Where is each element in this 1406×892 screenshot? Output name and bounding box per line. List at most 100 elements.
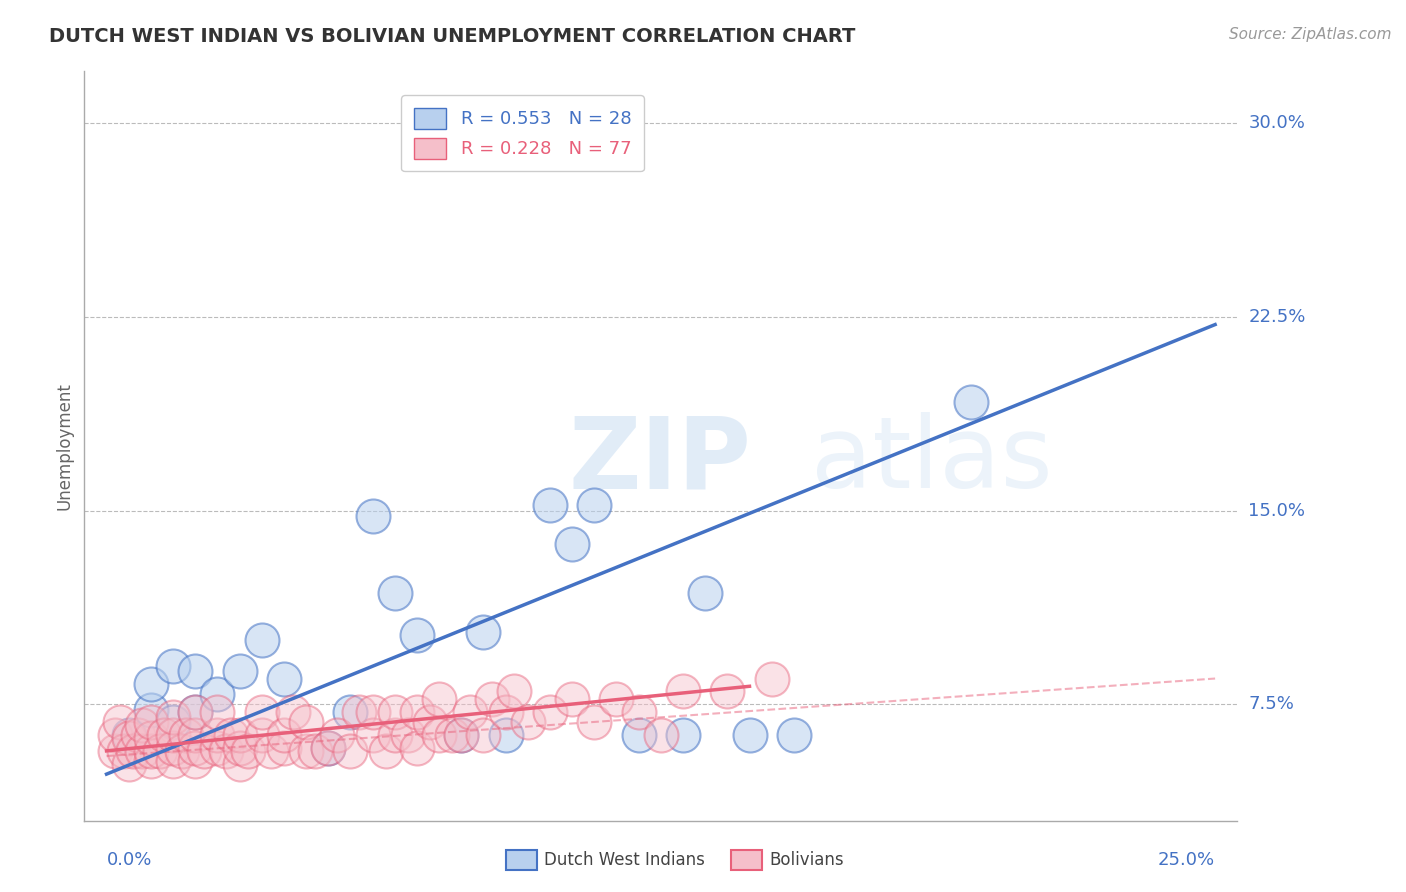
Point bbox=[295, 744, 318, 758]
Text: 0.0%: 0.0% bbox=[107, 851, 152, 869]
Point bbox=[583, 715, 606, 730]
Point bbox=[139, 731, 162, 745]
Point bbox=[162, 658, 184, 673]
Point bbox=[495, 705, 517, 719]
Point bbox=[672, 728, 695, 742]
Point bbox=[406, 627, 429, 641]
Point bbox=[384, 728, 406, 742]
Point bbox=[170, 744, 193, 758]
Text: DUTCH WEST INDIAN VS BOLIVIAN UNEMPLOYMENT CORRELATION CHART: DUTCH WEST INDIAN VS BOLIVIAN UNEMPLOYME… bbox=[49, 27, 856, 45]
Point bbox=[450, 728, 472, 742]
Point bbox=[450, 728, 472, 742]
Point bbox=[295, 715, 318, 730]
Point bbox=[472, 728, 495, 742]
Point bbox=[139, 702, 162, 716]
Text: 25.0%: 25.0% bbox=[1159, 851, 1215, 869]
Point bbox=[384, 586, 406, 600]
Point bbox=[783, 728, 806, 742]
Point bbox=[339, 705, 361, 719]
Point bbox=[458, 705, 481, 719]
Text: ZIP: ZIP bbox=[568, 412, 751, 509]
Point bbox=[259, 744, 281, 758]
Legend: R = 0.553   N = 28, R = 0.228   N = 77: R = 0.553 N = 28, R = 0.228 N = 77 bbox=[401, 95, 644, 171]
Point bbox=[441, 728, 464, 742]
Point bbox=[316, 741, 339, 756]
Point bbox=[162, 710, 184, 724]
Point bbox=[495, 728, 517, 742]
Point bbox=[162, 715, 184, 730]
Point bbox=[207, 705, 229, 719]
Point bbox=[184, 754, 207, 768]
Point bbox=[583, 499, 606, 513]
Point bbox=[281, 705, 304, 719]
Point bbox=[184, 741, 207, 756]
Point bbox=[361, 705, 384, 719]
Point bbox=[184, 705, 207, 719]
Point bbox=[273, 672, 295, 686]
Point bbox=[326, 728, 349, 742]
Point bbox=[176, 728, 198, 742]
Point bbox=[207, 728, 229, 742]
Text: atlas: atlas bbox=[811, 412, 1052, 509]
Point bbox=[118, 731, 141, 745]
Text: Source: ZipAtlas.com: Source: ZipAtlas.com bbox=[1229, 27, 1392, 42]
Point bbox=[118, 728, 141, 742]
Point bbox=[238, 744, 260, 758]
Point bbox=[228, 728, 250, 742]
Point bbox=[193, 744, 215, 758]
Point bbox=[561, 692, 583, 706]
Point bbox=[228, 756, 250, 771]
Point bbox=[406, 705, 429, 719]
Point bbox=[112, 744, 135, 758]
Point bbox=[427, 692, 450, 706]
Point bbox=[427, 728, 450, 742]
Point bbox=[561, 537, 583, 551]
Point bbox=[139, 754, 162, 768]
Point bbox=[605, 692, 627, 706]
Text: Dutch West Indians: Dutch West Indians bbox=[544, 851, 704, 869]
Point bbox=[374, 744, 396, 758]
Point bbox=[104, 728, 127, 742]
Text: Bolivians: Bolivians bbox=[769, 851, 844, 869]
Point bbox=[250, 728, 273, 742]
Point bbox=[361, 728, 384, 742]
Point bbox=[139, 715, 162, 730]
Point bbox=[139, 744, 162, 758]
Point bbox=[960, 395, 983, 409]
Point bbox=[361, 508, 384, 523]
Point bbox=[162, 728, 184, 742]
Point bbox=[273, 728, 295, 742]
Point bbox=[118, 756, 141, 771]
Point bbox=[316, 741, 339, 756]
Text: 15.0%: 15.0% bbox=[1249, 501, 1305, 520]
Point bbox=[481, 692, 503, 706]
Point bbox=[695, 586, 717, 600]
Point bbox=[503, 684, 526, 698]
Y-axis label: Unemployment: Unemployment bbox=[55, 382, 73, 510]
Point bbox=[339, 744, 361, 758]
Point bbox=[139, 676, 162, 690]
Point bbox=[650, 728, 672, 742]
Point bbox=[396, 728, 419, 742]
Point bbox=[184, 705, 207, 719]
Point bbox=[538, 705, 561, 719]
Point bbox=[149, 744, 172, 758]
Point bbox=[384, 705, 406, 719]
Point bbox=[538, 499, 561, 513]
Point bbox=[153, 728, 176, 742]
Point bbox=[516, 715, 538, 730]
Point bbox=[672, 684, 695, 698]
Point bbox=[273, 741, 295, 756]
Point bbox=[627, 705, 650, 719]
Point bbox=[304, 744, 326, 758]
Point bbox=[162, 741, 184, 756]
Point bbox=[184, 664, 207, 678]
Point bbox=[131, 718, 153, 732]
Point bbox=[250, 705, 273, 719]
Point bbox=[349, 705, 371, 719]
Point bbox=[627, 728, 650, 742]
Point bbox=[406, 741, 429, 756]
Point bbox=[716, 684, 738, 698]
Text: 22.5%: 22.5% bbox=[1249, 308, 1306, 326]
Point bbox=[228, 741, 250, 756]
